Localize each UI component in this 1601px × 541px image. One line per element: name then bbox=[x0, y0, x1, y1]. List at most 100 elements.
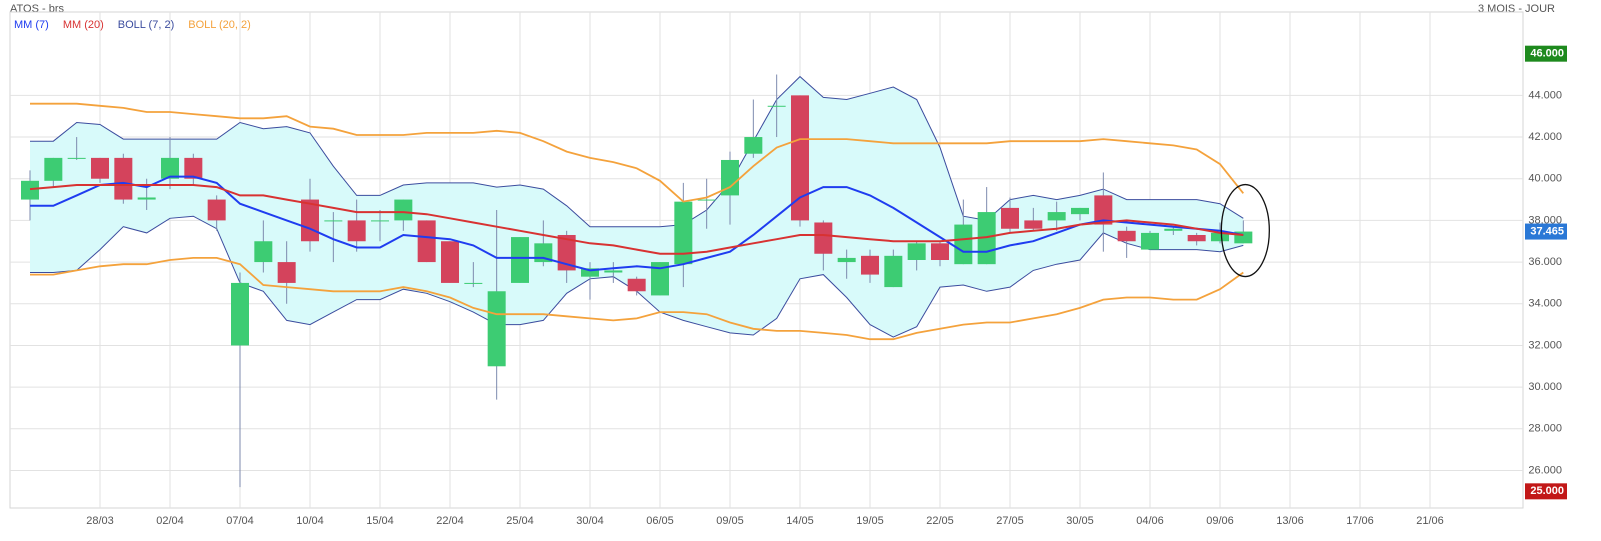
candle-body bbox=[44, 157, 63, 181]
candle-body bbox=[581, 268, 599, 277]
candle-body bbox=[627, 278, 646, 292]
x-tick-label: 13/06 bbox=[1276, 515, 1304, 527]
candle-body bbox=[1047, 212, 1066, 221]
candle-body bbox=[814, 222, 833, 254]
candle-body bbox=[1234, 231, 1253, 244]
y-tick-label: 34.000 bbox=[1528, 298, 1562, 310]
candle-body bbox=[767, 105, 786, 107]
candle-body bbox=[21, 180, 39, 200]
x-tick-label: 27/05 bbox=[996, 515, 1024, 527]
candle-body bbox=[954, 224, 973, 265]
legend-entry: MM (20) bbox=[63, 19, 104, 31]
candle-body bbox=[884, 255, 903, 288]
x-tick-label: 19/05 bbox=[856, 515, 884, 527]
candle-body bbox=[697, 199, 716, 201]
candle-body bbox=[394, 199, 413, 221]
period-label: 3 MOIS - JOUR bbox=[1478, 3, 1555, 15]
y-tick-label: 32.000 bbox=[1528, 339, 1562, 351]
y-tick-label: 36.000 bbox=[1528, 256, 1562, 268]
candle-body bbox=[347, 220, 366, 242]
y-tick-label: 44.000 bbox=[1528, 89, 1562, 101]
candle-body bbox=[651, 262, 669, 296]
chart-title: ATOS - brs bbox=[10, 3, 64, 15]
x-tick-label: 22/05 bbox=[926, 515, 954, 527]
candle-body bbox=[1094, 195, 1113, 225]
value-box-label: 37.465 bbox=[1530, 225, 1564, 237]
x-tick-label: 22/04 bbox=[436, 515, 464, 527]
candle-body bbox=[674, 201, 693, 265]
candle-body bbox=[371, 220, 389, 222]
candle-body bbox=[1187, 234, 1206, 242]
candle-body bbox=[861, 255, 879, 275]
candle-body bbox=[114, 157, 133, 200]
candle-body bbox=[464, 282, 483, 284]
candle-body bbox=[254, 241, 273, 263]
legend-entry: BOLL (20, 2) bbox=[188, 19, 251, 31]
y-tick-label: 30.000 bbox=[1528, 381, 1562, 393]
x-tick-label: 25/04 bbox=[506, 515, 534, 527]
value-box-label: 46.000 bbox=[1530, 48, 1564, 60]
x-tick-label: 07/04 bbox=[226, 515, 254, 527]
band-line bbox=[30, 75, 1244, 228]
candle-body bbox=[1024, 220, 1043, 229]
x-tick-label: 09/05 bbox=[716, 515, 744, 527]
candle-body bbox=[931, 243, 949, 260]
candle-body bbox=[721, 159, 739, 196]
x-tick-label: 14/05 bbox=[786, 515, 814, 527]
x-tick-label: 09/06 bbox=[1206, 515, 1234, 527]
candle-body bbox=[1211, 232, 1229, 242]
candle-body bbox=[1071, 207, 1089, 215]
candle-body bbox=[417, 220, 436, 263]
candle-body bbox=[137, 197, 156, 200]
y-tick-label: 40.000 bbox=[1528, 173, 1562, 185]
legend-entry: BOLL (7, 2) bbox=[118, 19, 174, 31]
candle-body bbox=[277, 262, 296, 283]
candle-body bbox=[557, 234, 576, 271]
y-tick-label: 26.000 bbox=[1528, 464, 1562, 476]
candle-body bbox=[744, 137, 763, 154]
value-box bbox=[1525, 483, 1567, 500]
value-box bbox=[1525, 223, 1567, 240]
value-box bbox=[1525, 45, 1567, 62]
x-tick-label: 02/04 bbox=[156, 515, 184, 527]
band-line bbox=[30, 257, 1244, 341]
candle-body bbox=[907, 243, 926, 260]
candle-body bbox=[91, 157, 109, 179]
candle-body bbox=[837, 257, 856, 263]
legend-entry: MM (7) bbox=[14, 19, 49, 31]
candle-body bbox=[441, 241, 459, 283]
candle-body bbox=[207, 199, 226, 221]
candle-body bbox=[161, 157, 179, 179]
candle-body bbox=[604, 270, 623, 273]
candle-body bbox=[1001, 207, 1019, 229]
x-tick-label: 06/05 bbox=[646, 515, 674, 527]
x-tick-label: 10/04 bbox=[296, 515, 324, 527]
band-fill bbox=[30, 76, 1244, 338]
x-tick-label: 21/06 bbox=[1416, 515, 1444, 527]
candle-body bbox=[67, 157, 86, 159]
x-tick-label: 17/06 bbox=[1346, 515, 1374, 527]
value-box-label: 25.000 bbox=[1530, 485, 1564, 497]
band-line bbox=[30, 102, 1245, 203]
candle-body bbox=[184, 157, 203, 179]
moving-average bbox=[29, 184, 1244, 255]
candle-body bbox=[1141, 232, 1159, 250]
candle-body bbox=[231, 282, 249, 346]
x-tick-label: 30/05 bbox=[1066, 515, 1094, 527]
candle-body bbox=[487, 291, 506, 367]
candle-body bbox=[1164, 228, 1183, 231]
candle-body bbox=[791, 95, 809, 221]
x-tick-label: 04/06 bbox=[1136, 515, 1164, 527]
y-tick-label: 38.000 bbox=[1528, 214, 1562, 226]
candle-body bbox=[324, 220, 343, 222]
y-tick-label: 42.000 bbox=[1528, 131, 1562, 143]
candle-body bbox=[1117, 230, 1136, 242]
x-tick-label: 30/04 bbox=[576, 515, 604, 527]
x-tick-label: 15/04 bbox=[366, 515, 394, 527]
candle-body bbox=[511, 237, 529, 283]
x-tick-label: 28/03 bbox=[86, 515, 114, 527]
plot-frame bbox=[9, 11, 1524, 509]
moving-average bbox=[30, 175, 1244, 272]
y-tick-label: 28.000 bbox=[1528, 423, 1562, 435]
